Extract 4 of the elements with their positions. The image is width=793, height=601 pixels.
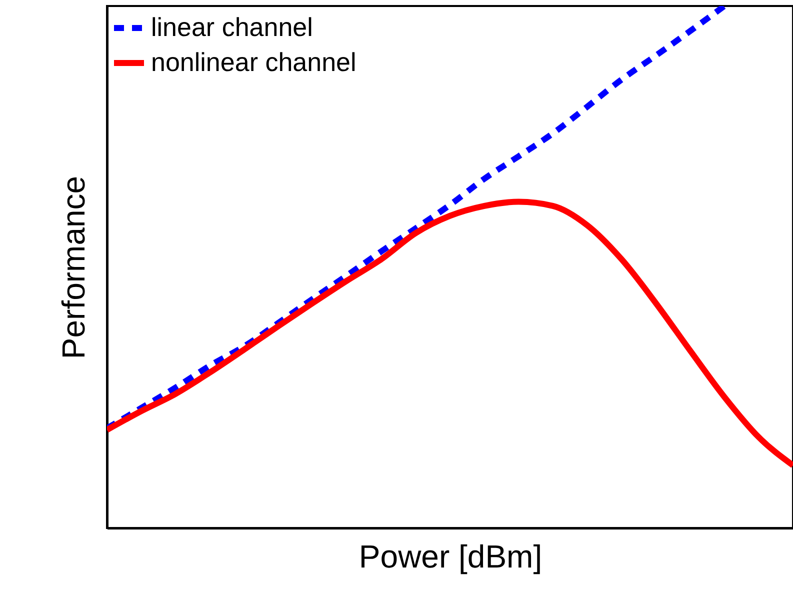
y-axis-title: Performance bbox=[56, 176, 92, 360]
legend-label: nonlinear channel bbox=[151, 47, 356, 77]
legend-label: linear channel bbox=[151, 12, 313, 42]
x-axis-title: Power [dBm] bbox=[358, 538, 542, 574]
